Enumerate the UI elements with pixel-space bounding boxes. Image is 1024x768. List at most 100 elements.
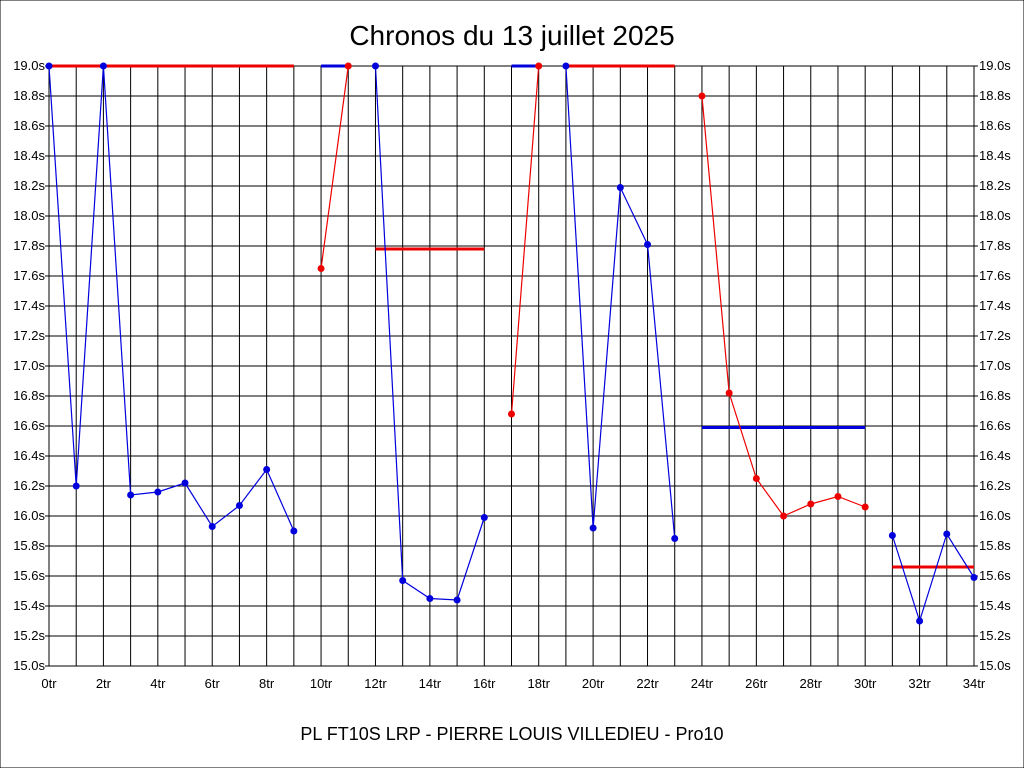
x-axis: 0tr 2tr 4tr 6tr 8tr 10tr 12tr 14tr 16tr 18tr 20tr 2… bbox=[41, 676, 985, 691]
data-point bbox=[562, 62, 570, 70]
y-axis-left: 15.0s 15.2s 15.4s 15.6s 15.8s 16.0s 16.2s 16.4s… bbox=[13, 58, 49, 673]
y-tick-label: 18.2s bbox=[13, 178, 45, 193]
y-tick-label-right: 17.2s bbox=[979, 328, 1011, 343]
y-tick-label: 19.0s bbox=[13, 58, 45, 73]
x-tick-label: 30tr bbox=[854, 676, 877, 691]
x-tick-label: 22tr bbox=[636, 676, 659, 691]
data-point bbox=[344, 62, 352, 70]
y-tick-label-right: 18.2s bbox=[979, 178, 1011, 193]
x-tick-label: 4tr bbox=[150, 676, 166, 691]
y-tick-label: 18.8s bbox=[13, 88, 45, 103]
y-tick-label: 15.6s bbox=[13, 568, 45, 583]
data-point bbox=[45, 62, 53, 70]
y-tick-label: 15.0s bbox=[13, 658, 45, 673]
y-tick-label: 18.0s bbox=[13, 208, 45, 223]
data-point bbox=[72, 482, 80, 490]
data-point bbox=[589, 524, 597, 532]
y-tick-label: 17.4s bbox=[13, 298, 45, 313]
y-tick-label-right: 16.0s bbox=[979, 508, 1011, 523]
y-tick-label-right: 16.6s bbox=[979, 418, 1011, 433]
data-point bbox=[616, 184, 624, 191]
series-line bbox=[510, 65, 540, 415]
data-point bbox=[725, 389, 733, 397]
y-tick-label-right: 17.0s bbox=[979, 358, 1011, 373]
y-tick-label-right: 18.6s bbox=[979, 118, 1011, 133]
average-lines bbox=[49, 64, 974, 569]
y-axis-right: 15.0s 15.2s 15.4s 15.6s 15.8s 16.0s 16.2s 16.4s… bbox=[974, 58, 1011, 673]
y-tick-label-right: 16.2s bbox=[979, 478, 1011, 493]
data-point bbox=[698, 92, 706, 100]
x-tick-label: 10tr bbox=[310, 676, 333, 691]
y-tick-label-right: 18.4s bbox=[979, 148, 1011, 163]
data-point bbox=[426, 595, 434, 602]
data-point bbox=[671, 535, 679, 542]
data-point bbox=[644, 241, 652, 248]
y-tick-label-right: 16.8s bbox=[979, 388, 1011, 403]
y-tick-label-right: 15.8s bbox=[979, 538, 1011, 553]
y-tick-label: 16.0s bbox=[13, 508, 45, 523]
series-line bbox=[320, 65, 349, 269]
y-tick-label-right: 19.0s bbox=[979, 58, 1011, 73]
data-point bbox=[834, 493, 842, 500]
data-point bbox=[154, 488, 162, 496]
x-tick-label: 16tr bbox=[473, 676, 496, 691]
series-lines bbox=[45, 62, 978, 625]
y-tick-label-right: 18.8s bbox=[979, 88, 1011, 103]
data-point bbox=[208, 523, 216, 530]
chart-title: Chronos du 13 juillet 2025 bbox=[349, 20, 674, 51]
y-tick-label: 15.4s bbox=[13, 598, 45, 613]
data-point bbox=[99, 62, 107, 70]
y-tick-label: 16.2s bbox=[13, 478, 45, 493]
series-line bbox=[891, 532, 975, 623]
x-tick-label: 20tr bbox=[582, 676, 605, 691]
x-tick-label: 18tr bbox=[528, 676, 551, 691]
data-point bbox=[888, 532, 896, 539]
data-point bbox=[317, 265, 325, 272]
data-point bbox=[916, 617, 924, 625]
data-point bbox=[371, 62, 379, 70]
x-tick-label: 14tr bbox=[419, 676, 442, 691]
data-point bbox=[480, 514, 488, 521]
x-tick-label: 8tr bbox=[259, 676, 275, 691]
x-tick-label: 34tr bbox=[963, 676, 986, 691]
x-tick-label: 24tr bbox=[691, 676, 714, 691]
y-tick-label-right: 16.4s bbox=[979, 448, 1011, 463]
data-point bbox=[807, 500, 815, 508]
x-tick-label: 28tr bbox=[800, 676, 823, 691]
y-tick-label: 18.4s bbox=[13, 148, 45, 163]
data-point bbox=[535, 62, 543, 70]
y-tick-label-right: 17.4s bbox=[979, 298, 1011, 313]
data-point bbox=[943, 530, 951, 538]
data-point bbox=[290, 527, 298, 535]
y-tick-label: 17.2s bbox=[13, 328, 45, 343]
x-tick-label: 0tr bbox=[41, 676, 57, 691]
y-tick-label-right: 15.6s bbox=[979, 568, 1011, 583]
data-point bbox=[181, 479, 189, 487]
data-point bbox=[970, 574, 978, 581]
data-point bbox=[780, 512, 788, 520]
data-point bbox=[263, 466, 271, 473]
data-point bbox=[508, 410, 515, 418]
series-line bbox=[48, 65, 295, 532]
data-point bbox=[235, 502, 243, 509]
data-point bbox=[399, 577, 407, 584]
y-tick-label-right: 15.0s bbox=[979, 658, 1011, 673]
y-tick-label: 15.8s bbox=[13, 538, 45, 553]
y-tick-label: 17.6s bbox=[13, 268, 45, 283]
y-tick-label-right: 17.8s bbox=[979, 238, 1011, 253]
data-point bbox=[127, 491, 135, 499]
y-tick-label: 15.2s bbox=[13, 628, 45, 643]
y-tick-label-right: 15.2s bbox=[979, 628, 1011, 643]
y-tick-label: 18.6s bbox=[13, 118, 45, 133]
y-tick-label: 16.8s bbox=[13, 388, 45, 403]
grid bbox=[48, 65, 975, 667]
y-tick-label: 16.4s bbox=[13, 448, 45, 463]
x-tick-label: 32tr bbox=[908, 676, 931, 691]
y-tick-label: 17.0s bbox=[13, 358, 45, 373]
x-tick-label: 26tr bbox=[745, 676, 768, 691]
y-tick-label-right: 15.4s bbox=[979, 598, 1011, 613]
data-point bbox=[453, 596, 461, 604]
data-point bbox=[752, 475, 760, 482]
chart-subtitle: PL FT10S LRP - PIERRE LOUIS VILLEDIEU - … bbox=[300, 724, 723, 744]
